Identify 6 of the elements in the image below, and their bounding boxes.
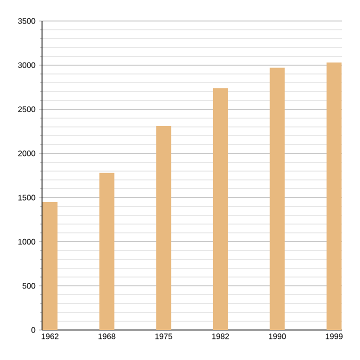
bar xyxy=(270,68,285,330)
bar xyxy=(212,88,228,330)
bar xyxy=(99,172,114,330)
bar xyxy=(156,126,172,330)
bar xyxy=(42,202,58,330)
bar xyxy=(326,62,342,330)
